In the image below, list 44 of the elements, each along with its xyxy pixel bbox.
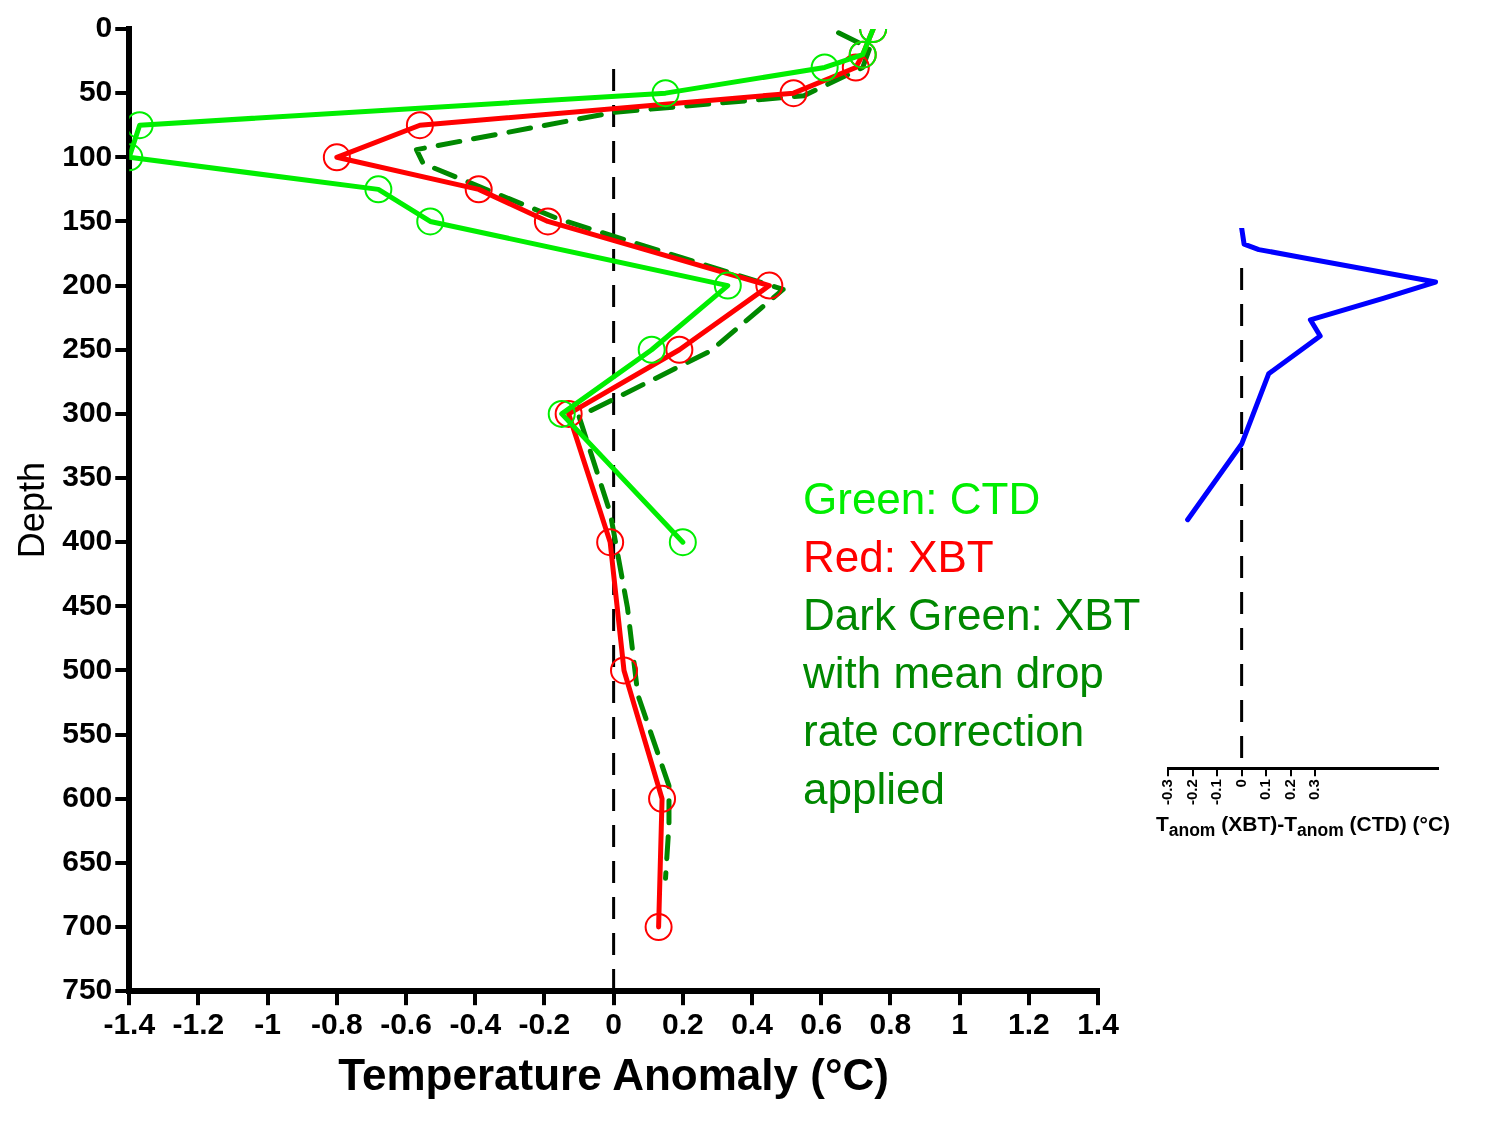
x-tick-label: 0.2 — [661, 1007, 704, 1041]
y-tick-label: 400 — [62, 523, 113, 557]
y-tick-label: 100 — [62, 138, 113, 172]
y-tick-label: 600 — [62, 780, 113, 814]
y-tick-label: 750 — [62, 972, 113, 1006]
y-tick-label: 200 — [62, 266, 113, 300]
x-tick-label: -0.8 — [310, 1007, 363, 1041]
x-tick-label: 0.3 — [1305, 779, 1323, 801]
x-tick-label: -1.2 — [172, 1007, 225, 1041]
x-tick-label: -0.4 — [449, 1007, 502, 1041]
x-tick-label: 1 — [951, 1007, 968, 1041]
x-tick-label: 0.4 — [731, 1007, 774, 1041]
annotation: Dark Green: XBT with mean drop rate correction applied — [803, 589, 1141, 815]
y-tick-label: 700 — [62, 908, 113, 942]
annotation: Green: CTD — [803, 473, 1042, 525]
x-tick-label: 0.8 — [869, 1007, 912, 1041]
y-tick-label: 450 — [62, 587, 113, 621]
x-tick-label: 0 — [605, 1007, 622, 1041]
x-tick-label: 0.6 — [800, 1007, 843, 1041]
x-tick-label: -0.2 — [1182, 779, 1200, 806]
x-tick-label: 1.2 — [1007, 1007, 1050, 1041]
y-tick-label: 250 — [62, 331, 113, 364]
x-tick-label: -1.4 — [103, 1007, 156, 1041]
y-tick-label: 650 — [62, 844, 113, 878]
y-tick-label: 0 — [95, 10, 113, 44]
y-tick-label: 350 — [62, 459, 113, 493]
y-tick-label: 150 — [62, 202, 113, 236]
x-tick-label: -1 — [254, 1007, 281, 1041]
y-tick-label: 500 — [62, 651, 113, 685]
x-tick-label: 0.1 — [1256, 779, 1274, 801]
x-tick-label: 1.4 — [1077, 1007, 1120, 1041]
x-axis-title: T$_{anom}$ (XBT)-T$_{anom}$ (CTD) (°C) — [1154, 812, 1452, 842]
annotation: Red: XBT — [803, 531, 995, 583]
y-tick-label: 300 — [62, 395, 113, 429]
x-tick-label: 0.2 — [1280, 779, 1298, 801]
y-tick-label: 550 — [62, 715, 113, 749]
x-tick-label: -0.2 — [518, 1007, 571, 1041]
x-tick-label: 0 — [1231, 779, 1249, 788]
x-tick-label: -0.6 — [380, 1007, 432, 1041]
y-tick-label: 50 — [78, 74, 113, 108]
x-tick-label: -0.1 — [1207, 779, 1225, 806]
x-tick-label: -0.3 — [1158, 779, 1176, 806]
x-axis-title: Temperature Anomaly (°C) — [338, 1049, 889, 1099]
y-axis-title: Depth — [10, 462, 52, 559]
